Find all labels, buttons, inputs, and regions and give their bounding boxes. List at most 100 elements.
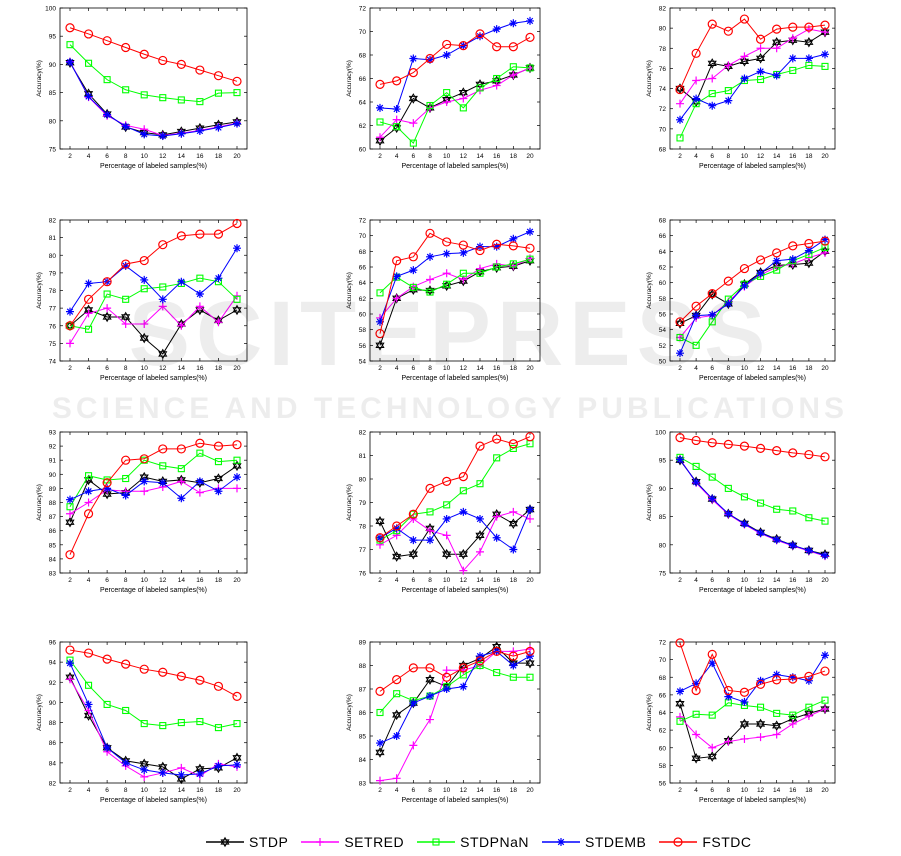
data-point-stdemb: [459, 507, 468, 516]
x-tick-label: 6: [412, 365, 416, 372]
data-point-fstdc: [83, 294, 94, 304]
data-point-fstdc: [804, 238, 814, 249]
y-tick-label: 84: [359, 757, 367, 764]
legend-marker-stdemb: [557, 838, 565, 846]
y-tick-label: 75: [659, 571, 667, 578]
series-stdpnan: [376, 63, 534, 147]
x-axis-label: Percentage of labeled samples(%): [100, 797, 207, 804]
data-point-fstdc: [102, 277, 112, 287]
data-point-setred: [740, 734, 749, 743]
data-point-stdp: [65, 320, 75, 332]
series-line-stdemb: [679, 53, 826, 121]
data-point-stdpnan: [122, 474, 130, 483]
y-axis-label: Accuracy(%): [346, 60, 353, 97]
x-tick-label: 12: [757, 153, 765, 160]
x-tick-label: 18: [805, 365, 813, 372]
series-line-stdp: [69, 309, 238, 355]
plot-frame: [59, 219, 248, 362]
data-point-stdpnan: [159, 94, 167, 102]
data-point-stdpnan: [409, 510, 417, 518]
y-tick-label: 50: [659, 359, 667, 366]
y-tick-label: 58: [659, 763, 667, 770]
series-line-stdemb: [379, 20, 531, 110]
x-tick-label: 4: [87, 787, 91, 794]
series-line-stdpnan: [379, 66, 531, 144]
data-point-fstdc: [139, 454, 149, 464]
data-point-fstdc: [176, 671, 186, 681]
data-point-setred: [692, 730, 701, 739]
data-point-stdp: [158, 348, 168, 360]
y-tick-label: 64: [659, 249, 667, 256]
data-point-stdpnan: [393, 123, 401, 131]
data-point-stdemb: [821, 551, 829, 560]
x-tick-label: 10: [741, 365, 749, 372]
y-tick-label: 64: [359, 280, 367, 287]
data-point-stdpnan: [122, 86, 130, 94]
x-tick-label: 8: [124, 153, 128, 160]
data-point-fstdc: [739, 441, 750, 451]
data-point-stdpnan: [708, 318, 716, 326]
data-point-fstdc: [525, 243, 535, 253]
x-tick-label: 4: [694, 153, 698, 160]
data-point-stdpnan: [459, 269, 467, 277]
x-tick-label: 14: [773, 153, 781, 160]
data-point-stdemb: [214, 274, 223, 283]
data-point-fstdc: [442, 237, 452, 247]
data-point-stdemb: [526, 652, 534, 661]
data-point-setred: [66, 339, 74, 348]
chart-panel-8: 76 77 78 79 80 81 82 2 4 6 8 10 12 14 16 18 20 Percentage…: [346, 430, 541, 594]
data-point-stdp: [375, 340, 385, 351]
data-point-stdpnan: [708, 711, 716, 719]
data-point-fstdc: [83, 509, 94, 519]
data-point-stdpnan: [196, 718, 204, 726]
plot-frame: [369, 431, 541, 574]
data-point-stdpnan: [233, 295, 241, 303]
y-tick-label: 81: [49, 235, 57, 242]
x-tick-label: 8: [727, 365, 731, 372]
y-tick-label: 82: [49, 781, 57, 788]
legend-label-fstdc: FSTDC: [702, 834, 752, 850]
data-point-fstdc: [158, 667, 168, 677]
x-tick-label: 20: [526, 365, 534, 372]
data-point-stdemb: [804, 546, 813, 555]
series-line-stdemb: [69, 247, 238, 312]
data-point-stdpnan: [509, 444, 517, 453]
series-fstdc: [375, 29, 535, 89]
series-stdemb: [676, 235, 829, 358]
x-tick-label: 14: [476, 153, 484, 160]
y-tick-label: 94: [49, 660, 57, 667]
data-point-fstdc: [442, 672, 452, 682]
x-tick-label: 12: [757, 787, 765, 794]
data-point-stdpnan: [821, 243, 829, 251]
data-point-fstdc: [772, 24, 782, 34]
data-point-fstdc: [820, 666, 830, 676]
data-point-stdpnan: [214, 724, 222, 732]
x-tick-label: 10: [141, 577, 149, 584]
legend-item-stdp: STDP: [205, 834, 288, 850]
data-point-stdp: [707, 751, 717, 762]
series-fstdc: [65, 645, 242, 701]
series-stdp: [65, 304, 242, 360]
data-point-fstdc: [475, 441, 485, 451]
y-tick-label: 60: [659, 745, 667, 752]
y-tick-label: 88: [359, 663, 367, 670]
data-point-stdemb: [772, 670, 781, 679]
x-tick-label: 2: [68, 153, 72, 160]
data-point-stdpnan: [526, 64, 534, 72]
data-point-fstdc: [458, 663, 468, 673]
data-point-stdpnan: [493, 454, 501, 462]
x-tick-label: 12: [159, 153, 167, 160]
legend: STDP SETRED STDPNaN STDEMB FSTDC: [205, 832, 764, 852]
data-point-fstdc: [176, 59, 186, 70]
data-point-stdpnan: [493, 668, 501, 677]
x-tick-label: 2: [68, 365, 72, 372]
data-point-stdpnan: [757, 499, 765, 507]
y-tick-label: 90: [659, 486, 667, 493]
data-point-stdpnan: [140, 91, 148, 99]
data-point-stdemb: [492, 25, 501, 34]
data-point-stdemb: [121, 758, 130, 767]
data-point-fstdc: [195, 675, 205, 685]
x-tick-label: 4: [694, 577, 698, 584]
data-point-stdpnan: [85, 325, 93, 333]
